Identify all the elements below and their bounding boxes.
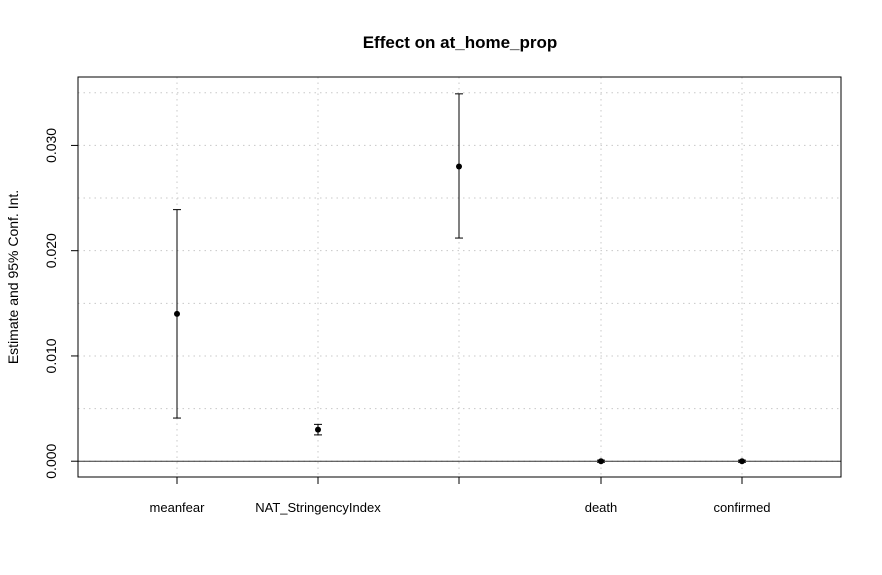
x-tick-label-4: confirmed (713, 500, 770, 515)
y-tick-label-3: 0.030 (43, 128, 59, 163)
chart-title: Effect on at_home_prop (363, 33, 558, 52)
y-axis-label: Estimate and 95% Conf. Int. (5, 190, 21, 364)
data-marks (173, 93, 746, 465)
y-tick-label-1: 0.010 (43, 338, 59, 373)
estimate-point-3 (598, 458, 604, 465)
estimate-point-0 (174, 310, 180, 317)
x-tick-label-1: NAT_StringencyIndex (255, 500, 381, 515)
estimate-point-2 (456, 163, 462, 170)
x-tick-label-0: meanfear (150, 500, 206, 515)
axes: 0.000 0.010 0.020 0.030 meanfear NAT_Stringen… (43, 128, 771, 515)
y-tick-label-0: 0.000 (43, 443, 59, 478)
x-tick-label-3: death (585, 500, 618, 515)
estimate-point-4 (739, 458, 745, 465)
y-tick-label-2: 0.020 (43, 233, 59, 268)
estimate-point-1 (315, 426, 321, 433)
